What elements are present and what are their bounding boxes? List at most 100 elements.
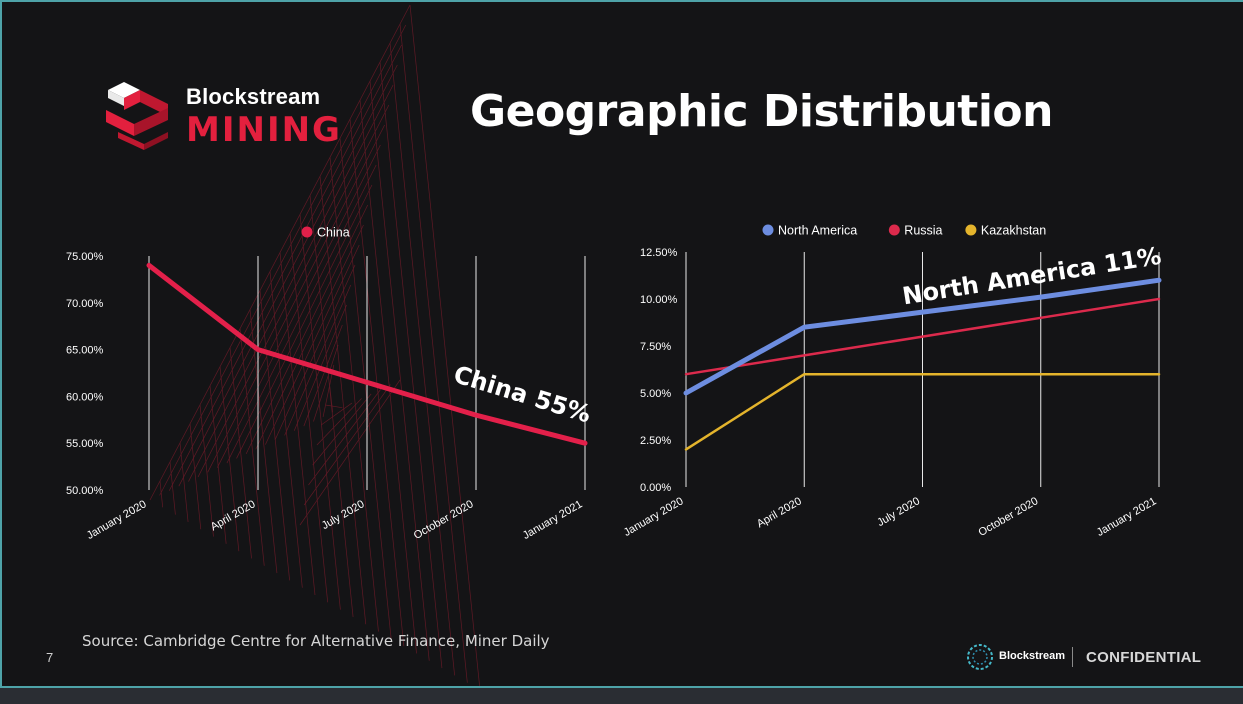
string-art-line [207, 124, 385, 473]
y-tick-label: 0.00% [640, 482, 671, 494]
string-art-line [226, 164, 377, 464]
series-line [684, 372, 1161, 451]
y-tick-label: 60.00% [66, 391, 104, 403]
string-art-line [379, 62, 443, 669]
string-art-line [339, 138, 392, 639]
string-art-line [239, 328, 265, 566]
string-art-lines [149, 4, 481, 691]
string-art-line [229, 347, 252, 559]
window-bottom-bar [0, 688, 1243, 704]
y-tick-label: 10.00% [640, 294, 678, 306]
legend-label: Russia [904, 224, 942, 238]
string-art-line [169, 461, 176, 515]
blockstream-ring-icon [967, 644, 993, 670]
string-art-line [349, 119, 405, 647]
string-art-line [168, 44, 402, 491]
legend-label: North America [778, 224, 857, 238]
x-tick-label: October 2020 [977, 495, 1041, 539]
logo-brand-text: Blockstream [186, 84, 321, 109]
frame-bottom-edge [0, 686, 1243, 688]
string-art-line [316, 398, 362, 446]
source-citation: Source: Cambridge Centre for Alternative… [82, 632, 550, 650]
string-art-line [274, 264, 356, 441]
y-tick-label: 70.00% [66, 298, 104, 310]
string-art-line [329, 384, 334, 413]
string-art-line [312, 393, 372, 466]
frame-left-edge [0, 0, 2, 704]
series-line [683, 277, 1162, 396]
string-art-line [303, 324, 343, 427]
string-art-line [399, 24, 468, 683]
y-tick-label: 5.00% [640, 388, 671, 400]
string-art-line [299, 379, 401, 526]
legend-marker [762, 224, 774, 236]
x-tick-label: January 2021 [1095, 495, 1159, 539]
string-art-line [209, 385, 227, 544]
y-tick-label: 50.00% [66, 485, 104, 497]
string-art-line [320, 402, 353, 426]
string-art-line [259, 290, 290, 581]
string-art-line [179, 442, 189, 522]
y-tick-label: 7.50% [640, 341, 671, 353]
string-art-line [289, 233, 329, 603]
string-art-line [325, 404, 343, 409]
string-art-line [236, 184, 373, 459]
footer-divider [1072, 647, 1073, 667]
string-art-line [159, 480, 164, 508]
string-art-line [199, 404, 214, 537]
string-art-line [279, 252, 316, 596]
string-art-line [329, 157, 379, 632]
string-art-line [188, 84, 394, 482]
string-art-line [369, 81, 430, 661]
x-tick-label: April 2020 [755, 495, 804, 530]
footer-brand: Blockstream CONFIDENTIAL [964, 641, 1214, 673]
y-tick-label: 55.00% [66, 438, 104, 450]
string-art-line [149, 4, 411, 501]
footer-brand-name: Blockstream [999, 650, 1066, 662]
logo-product-text: MINING [186, 110, 342, 150]
legend-marker [301, 226, 313, 238]
string-art-line [219, 366, 240, 552]
string-art-line [249, 309, 278, 574]
y-tick-label: 75.00% [66, 251, 104, 263]
string-art-line [284, 284, 352, 436]
string-art-line [303, 384, 391, 506]
string-art-line [299, 214, 341, 610]
string-art-line [265, 244, 360, 445]
x-tick-label: January 2020 [622, 495, 686, 539]
string-art-line [216, 144, 381, 468]
blockstream-mining-logo-icon [106, 82, 168, 150]
legend-marker [888, 224, 900, 236]
series-line [146, 262, 588, 446]
x-tick-label: July 2020 [875, 495, 922, 529]
y-tick-label: 12.50% [640, 247, 678, 259]
page-title: Geographic Distribution [470, 86, 1053, 137]
legend-marker [965, 224, 977, 236]
string-art-line [245, 204, 369, 454]
string-art-line [255, 224, 364, 450]
legend-label: China [317, 226, 350, 240]
string-art-line [308, 389, 382, 486]
string-art-line [197, 104, 390, 478]
string-art-line [409, 4, 481, 691]
y-tick-label: 2.50% [640, 435, 671, 447]
string-art-line [178, 64, 398, 487]
string-art-line [389, 43, 455, 676]
confidential-label: CONFIDENTIAL [1086, 649, 1202, 666]
page-number: 7 [46, 650, 54, 665]
frame-top-edge [0, 0, 1243, 2]
string-art-line [189, 423, 202, 530]
string-art-line [319, 176, 367, 625]
string-art-line [269, 271, 303, 588]
blockstream-mining-logo: Blockstream MINING [104, 80, 364, 152]
y-tick-label: 65.00% [66, 345, 104, 357]
string-art-line [313, 344, 339, 422]
string-art-line [309, 195, 354, 617]
string-art-line [359, 100, 417, 654]
string-art-line [159, 24, 407, 496]
legend-label: Kazakhstan [981, 224, 1046, 238]
series-line [684, 297, 1161, 376]
